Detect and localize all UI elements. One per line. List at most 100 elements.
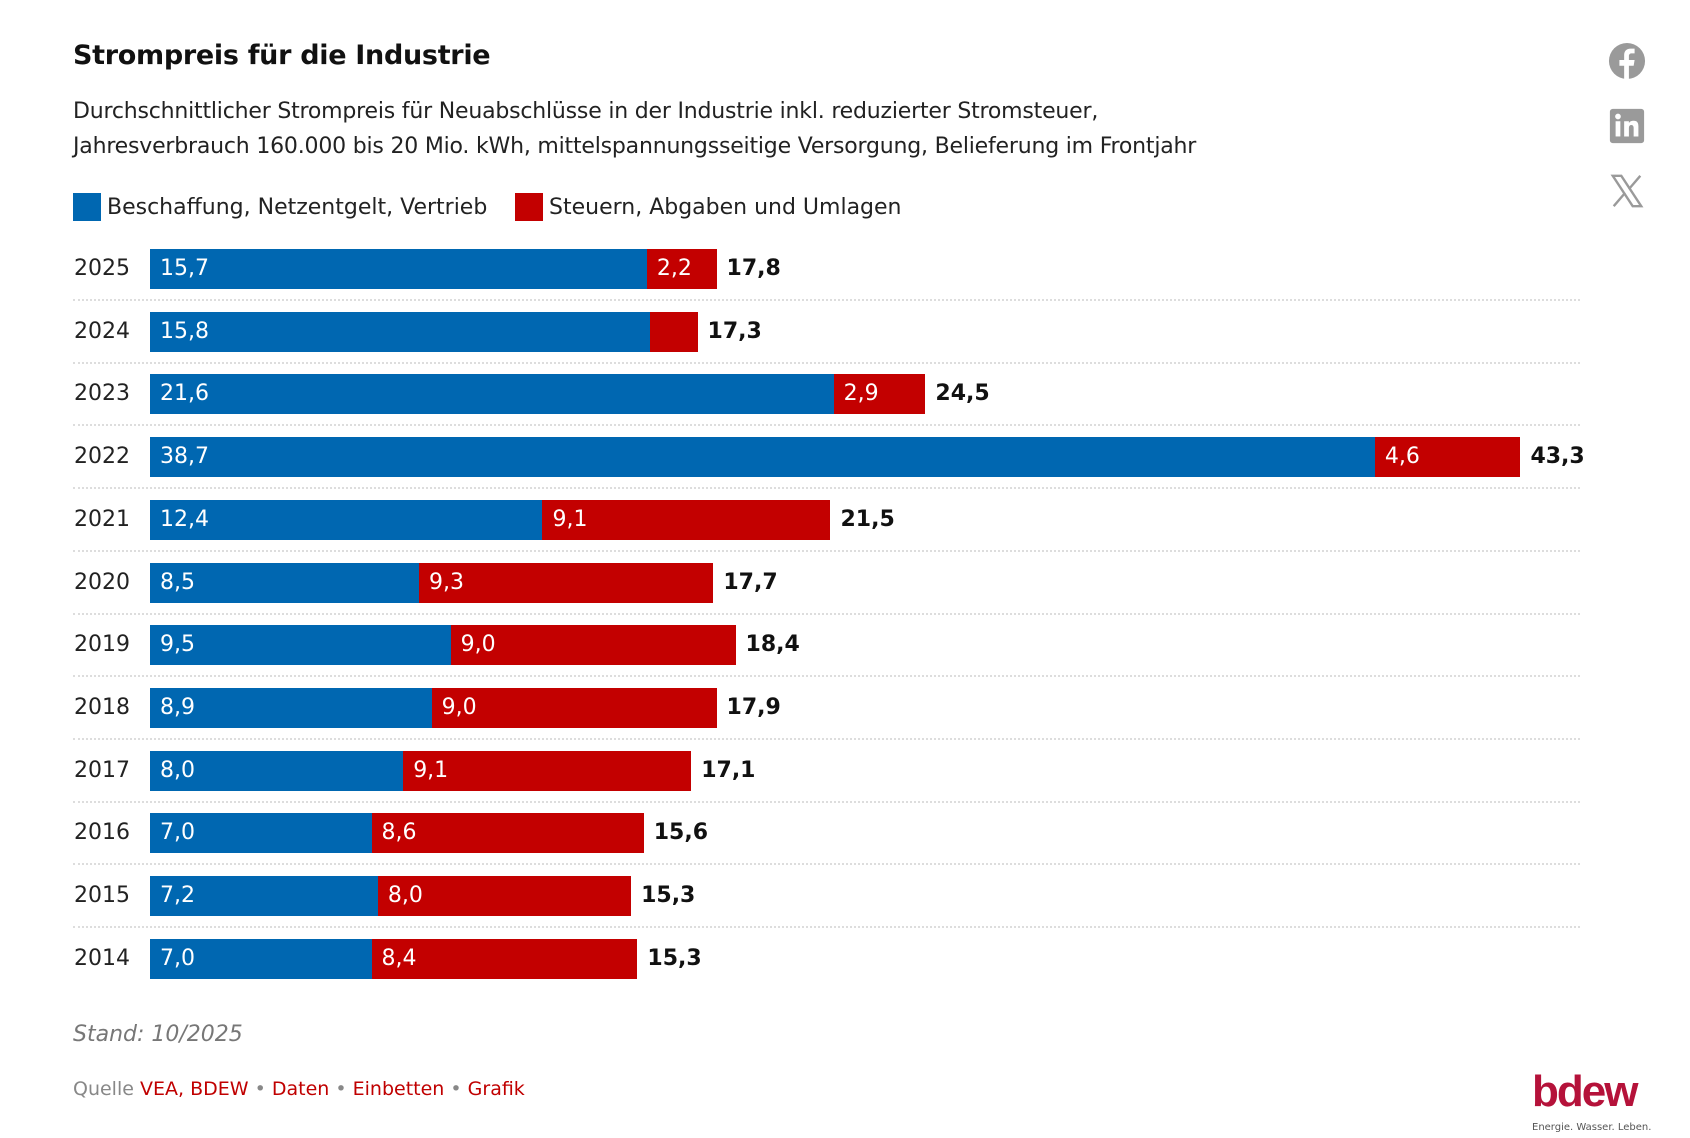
bar-value-label: 2,2 [656, 256, 692, 281]
source-label: Quelle [73, 1078, 134, 1100]
bar-segment-steuern [403, 750, 692, 791]
bar-segment-beschaffung [150, 876, 378, 916]
year-label: 2020 [74, 569, 130, 595]
year-label: 2018 [74, 694, 130, 720]
logo-tagline: Energie. Wasser. Leben. [1532, 1122, 1652, 1133]
source-line: Quelle VEA, BDEW • Daten • Einbetten • G… [73, 1078, 525, 1100]
bar-value-label: 9,0 [460, 632, 496, 658]
bar-total-label: 21,5 [840, 506, 895, 532]
bar-value-label: 7,0 [160, 945, 195, 971]
bar-segment-beschaffung [150, 499, 543, 540]
bar-segment-beschaffung [150, 374, 834, 415]
bar-value-label: 8,4 [381, 945, 417, 971]
bar-value-label: 9,1 [413, 757, 449, 783]
bar-value-label: 21,6 [160, 381, 209, 407]
bar-value-label: 38,7 [160, 444, 209, 470]
bar-value-label: 7,2 [160, 883, 195, 908]
row-separator [73, 487, 1580, 490]
legend-item-steuern: Steuern, Abgaben und Umlagen [515, 193, 902, 221]
separator: • [335, 1078, 347, 1100]
bar-segment-beschaffung [150, 562, 420, 603]
bar-value-label: 8,0 [160, 757, 195, 783]
bar-value-label: 8,6 [381, 820, 417, 846]
bar-segment-beschaffung [150, 249, 647, 289]
bar-value-label: 15,8 [160, 318, 209, 344]
logo-wordmark: bdew [1532, 1067, 1638, 1116]
bar-segment-steuern [1374, 437, 1521, 478]
year-label: 2017 [74, 757, 130, 783]
separator: • [254, 1078, 266, 1100]
legend-label: Steuern, Abgaben und Umlagen [549, 194, 902, 220]
legend-swatch-blue [73, 193, 101, 221]
row-separator [73, 926, 1580, 928]
bar-value-label: 9,1 [552, 506, 588, 532]
embed-link[interactable]: Einbetten [352, 1078, 445, 1100]
row-separator [73, 675, 1580, 678]
bar-value-label: 12,4 [160, 506, 209, 532]
row-separator [73, 424, 1580, 427]
stacked-bar-chart: 2025 15,7 2,2 17,8 2024 15,8 17,3 2023 21,6 2,9 24… [73, 249, 1585, 979]
source-link[interactable]: VEA, BDEW [139, 1078, 249, 1100]
bar-segment-steuern [646, 249, 717, 289]
bar-value-label: 2,9 [843, 381, 879, 407]
bar-value-label: 9,0 [441, 694, 477, 720]
bar-segment-steuern [431, 687, 717, 728]
bar-total-label: 18,4 [745, 632, 800, 658]
bar-segment-steuern [371, 938, 638, 979]
row-separator [73, 863, 1580, 866]
bar-total-label: 15,6 [653, 820, 709, 846]
row-separator [73, 800, 1580, 803]
bar-segment-steuern [650, 311, 698, 352]
x-icon[interactable] [1608, 172, 1646, 210]
year-label: 2016 [74, 820, 130, 846]
row-separator [73, 299, 1580, 301]
row-separator [73, 737, 1580, 740]
bar-segment-beschaffung [150, 938, 372, 979]
bar-total-label: 24,5 [935, 381, 990, 407]
year-label: 2025 [74, 256, 130, 281]
row-separator [73, 549, 1580, 552]
year-label: 2019 [74, 632, 130, 658]
row-separator [73, 612, 1580, 615]
bar-segment-beschaffung [150, 311, 651, 352]
bar-segment-beschaffung [150, 625, 451, 666]
bar-value-label: 9,3 [429, 569, 465, 595]
stand-date: Stand: 10/2025 [73, 1022, 243, 1047]
bar-segment-steuern [542, 499, 831, 540]
year-label: 2023 [74, 381, 130, 407]
bar-segment-steuern [833, 374, 926, 415]
facebook-icon[interactable] [1608, 42, 1646, 80]
bar-value-label: 9,5 [160, 632, 195, 658]
bar-segment-steuern [371, 813, 644, 854]
bar-total-label: 17,9 [726, 694, 781, 720]
bar-segment-beschaffung [150, 813, 372, 854]
bar-segment-steuern [377, 876, 632, 916]
bar-value-label: 7,0 [160, 820, 195, 846]
bar-total-label: 15,3 [641, 883, 696, 908]
bar-value-label: 8,9 [160, 694, 195, 720]
chart-title: Strompreis für die Industrie [73, 40, 491, 71]
bdew-logo: bdew Energie. Wasser. Leben. [1532, 1067, 1656, 1134]
year-label: 2024 [74, 318, 130, 344]
bar-total-label: 43,3 [1530, 444, 1585, 470]
data-link[interactable]: Daten [271, 1078, 330, 1100]
separator: • [450, 1078, 462, 1100]
bar-segment-beschaffung [150, 687, 432, 728]
bar-segment-steuern [419, 562, 714, 603]
bar-segment-beschaffung [150, 437, 1375, 478]
graphic-link[interactable]: Grafik [467, 1078, 525, 1100]
year-label: 2014 [74, 945, 130, 971]
bar-total-label: 17,1 [701, 757, 756, 783]
bar-total-label: 17,7 [723, 569, 778, 595]
subtitle-line-2: Jahresverbrauch 160.000 bis 20 Mio. kWh,… [73, 134, 1197, 159]
row-separator [73, 361, 1580, 364]
subtitle-line-1: Durchschnittlicher Strompreis für Neuabs… [73, 99, 1099, 124]
year-label: 2015 [74, 883, 130, 908]
bar-total-label: 15,3 [647, 945, 702, 971]
bar-value-label: 15,7 [160, 256, 209, 281]
bar-segment-steuern [450, 625, 736, 666]
linkedin-icon[interactable] [1608, 107, 1646, 145]
bar-value-label: 8,5 [160, 569, 195, 595]
bar-value-label: 8,0 [387, 883, 423, 908]
legend-label: Beschaffung, Netzentgelt, Vertrieb [107, 194, 488, 220]
